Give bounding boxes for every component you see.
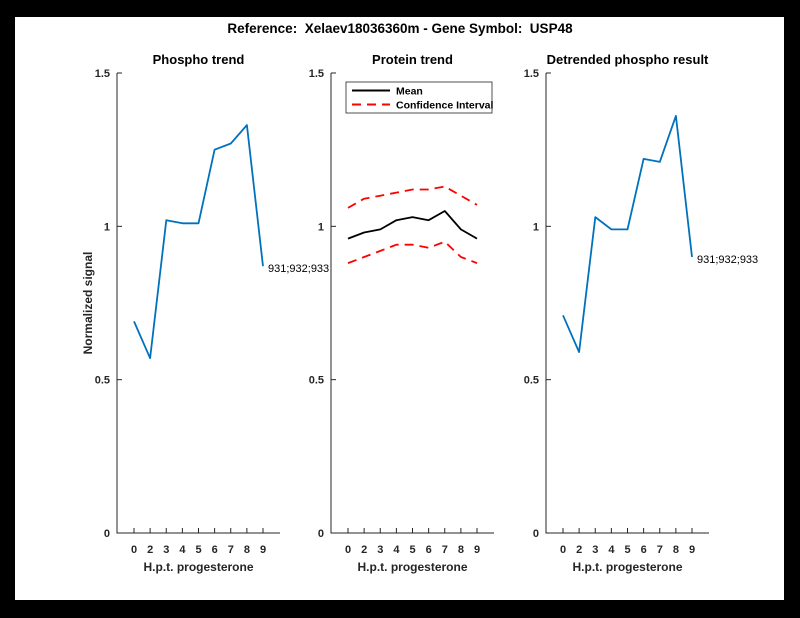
y-tick-label: 0.5 <box>309 375 324 387</box>
x-tick-label: 3 <box>163 544 169 556</box>
x-tick-label: 8 <box>244 544 250 556</box>
x-tick-label: 5 <box>195 544 201 556</box>
y-tick-label: 0 <box>104 528 110 540</box>
x-axis-label: H.p.t. progesterone <box>143 560 253 574</box>
y-tick-label: 0 <box>533 528 539 540</box>
x-tick-label: 0 <box>345 544 351 556</box>
x-tick-label: 7 <box>442 544 448 556</box>
x-tick-label: 4 <box>179 544 186 556</box>
series-ci-upper <box>347 185 478 209</box>
legend: Mean Confidence Interval <box>345 81 494 114</box>
y-tick-label: 1 <box>104 221 110 233</box>
legend-entry-label: Confidence Interval <box>396 100 494 112</box>
x-tick-label: 8 <box>673 544 679 556</box>
series-phospho-signal <box>133 124 264 360</box>
x-tick-label: 5 <box>409 544 415 556</box>
x-tick-label: 9 <box>260 544 266 556</box>
figure-title: Reference: Xelaev18036360m - Gene Symbol… <box>227 21 573 36</box>
y-tick-label: 0.5 <box>524 375 539 387</box>
x-tick-label: 3 <box>377 544 383 556</box>
series-mean <box>347 210 478 240</box>
x-tick-label: 0 <box>560 544 566 556</box>
y-tick-label: 1 <box>533 221 539 233</box>
x-tick-label: 0 <box>131 544 137 556</box>
x-tick-label: 6 <box>212 544 218 556</box>
x-tick-label: 2 <box>576 544 582 556</box>
subplot-title: Protein trend <box>372 52 453 67</box>
x-tick-label: 6 <box>426 544 432 556</box>
point-annotation: 931;932;933 <box>268 263 329 275</box>
y-tick-label: 0 <box>318 528 324 540</box>
point-annotation: 931;932;933 <box>697 254 758 266</box>
x-tick-label: 2 <box>147 544 153 556</box>
x-axis-label: H.p.t. progesterone <box>572 560 682 574</box>
legend-entry-label: Mean <box>396 86 423 98</box>
x-tick-label: 7 <box>657 544 663 556</box>
x-tick-label: 6 <box>641 544 647 556</box>
axes-spines <box>545 73 709 534</box>
x-tick-label: 7 <box>228 544 234 556</box>
series-detrended-signal <box>562 115 693 354</box>
y-tick-label: 1.5 <box>309 68 324 80</box>
y-tick-label: 0.5 <box>95 375 110 387</box>
x-tick-label: 9 <box>689 544 695 556</box>
y-tick-label: 1.5 <box>95 68 110 80</box>
x-tick-label: 4 <box>608 544 615 556</box>
y-tick-label: 1 <box>318 221 324 233</box>
x-tick-label: 8 <box>458 544 464 556</box>
x-tick-label: 5 <box>624 544 630 556</box>
x-tick-label: 2 <box>361 544 367 556</box>
x-tick-label: 9 <box>474 544 480 556</box>
subplot-title: Phospho trend <box>153 52 245 67</box>
x-tick-label: 3 <box>592 544 598 556</box>
y-axis-label: Normalized signal <box>81 252 95 355</box>
series-ci-lower <box>347 240 478 264</box>
figure-paper <box>15 17 784 600</box>
y-tick-label: 1.5 <box>524 68 539 80</box>
x-axis-label: H.p.t. progesterone <box>357 560 467 574</box>
subplot-title: Detrended phospho result <box>547 52 709 67</box>
axes-spines <box>330 73 494 534</box>
legend-box <box>345 81 493 114</box>
axes-spines <box>116 73 280 534</box>
x-tick-label: 4 <box>393 544 400 556</box>
